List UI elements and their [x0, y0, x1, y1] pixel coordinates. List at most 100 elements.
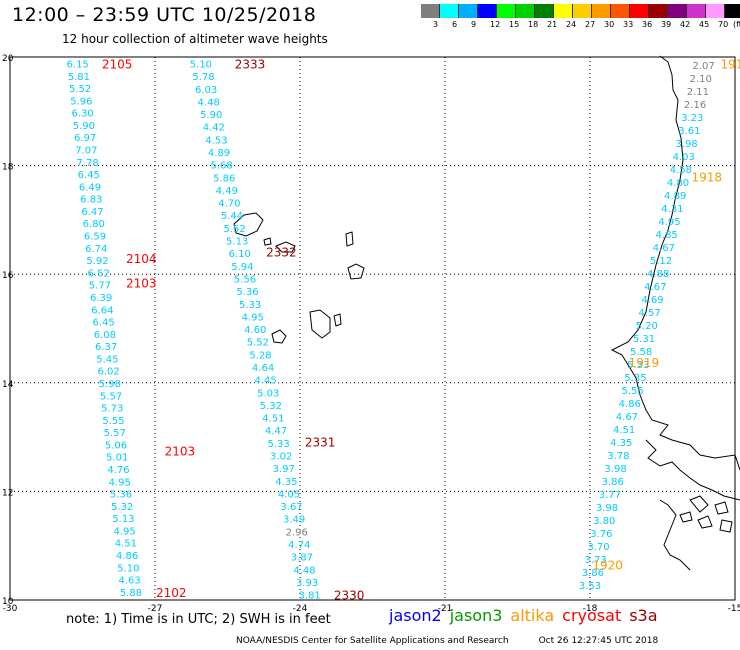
africa-coastline	[610, 55, 740, 471]
wave-height-value: 5.57	[104, 428, 126, 439]
wave-height-value: 3.73	[585, 555, 607, 566]
wave-height-value: 6.37	[95, 342, 117, 353]
wave-height-value: 4.69	[641, 295, 663, 306]
wave-height-value: 4.51	[613, 425, 635, 436]
wave-height-value: 3.86	[582, 568, 604, 579]
wave-height-value: 2.96	[286, 527, 308, 538]
latitude-tick-label: 14	[2, 380, 14, 390]
wave-height-value: 4.35	[275, 477, 297, 488]
wave-height-value: 5.45	[96, 354, 118, 365]
wave-height-value: 5.58	[630, 347, 652, 358]
wave-height-value: 5.01	[106, 453, 128, 464]
wave-height-value: 5.13	[112, 514, 134, 525]
scale-label: 6	[452, 20, 458, 29]
pass-time-label: 2333	[235, 58, 266, 72]
satellite-name: s3a	[629, 606, 658, 625]
maio-island	[333, 313, 342, 327]
wave-height-value: 3.78	[607, 451, 629, 462]
pass-time-label: 2332	[266, 245, 297, 259]
wave-height-value: 7.07	[75, 146, 97, 157]
wave-height-value: 3.67	[280, 502, 302, 513]
wave-height-value: 4.70	[218, 199, 240, 210]
scale-label: 45	[699, 20, 710, 29]
scale-label: (ft)	[733, 20, 740, 29]
wave-height-value: 5.55	[102, 416, 124, 427]
wave-height-value: 3.87	[291, 553, 313, 564]
scale-label: 24	[566, 20, 577, 29]
wave-height-value: 3.93	[296, 578, 318, 589]
credit-text: NOAA/NESDIS Center for Satellite Applica…	[236, 636, 509, 646]
wave-height-value: 4.42	[203, 123, 225, 134]
wave-height-value: 5.73	[101, 404, 123, 415]
wave-height-value: 5.20	[636, 321, 658, 332]
wave-height-value: 5.96	[70, 96, 92, 107]
wave-height-value: 3.49	[283, 515, 305, 526]
wave-height-value: 6.03	[195, 85, 217, 96]
wave-height-value: 4.51	[262, 414, 284, 425]
wave-height-value: 6.80	[83, 219, 105, 230]
wave-height-value: 4.47	[265, 426, 287, 437]
longitude-tick-label: -18	[583, 604, 598, 614]
wave-height-value: 5.68	[210, 161, 232, 172]
color-swatch-row	[421, 4, 740, 18]
wave-height-value: 5.32	[260, 401, 282, 412]
satellite-name: cryosat	[562, 606, 622, 625]
wave-height-value: 4.74	[288, 540, 310, 551]
wave-height-value: 4.67	[644, 282, 666, 293]
wave-height-value: 5.33	[627, 360, 649, 371]
boa-vista-island	[347, 263, 365, 280]
wave-height-value: 2.11	[687, 87, 709, 98]
wave-height-value: 4.45	[255, 376, 277, 387]
wave-height-value: 3.81	[299, 591, 321, 602]
wave-height-value: 5.52	[69, 84, 91, 95]
wave-height-value: 6.64	[91, 305, 113, 316]
wave-height-value: 5.81	[68, 72, 90, 83]
fogo-island	[271, 329, 287, 344]
wave-height-value: 4.57	[638, 308, 660, 319]
guinea-coast	[659, 499, 691, 571]
wave-height-value: 5.03	[257, 388, 279, 399]
satellite-name: altika	[510, 606, 555, 625]
wave-height-value: 5.92	[86, 256, 108, 267]
wave-height-value: 4.88	[647, 269, 669, 280]
longitude-tick-label: -24	[293, 604, 308, 614]
wave-height-value: 5.77	[89, 281, 111, 292]
satellite-legend: jason2 jason3 altika cryosat s3a	[389, 606, 666, 625]
wave-height-value: 3.77	[599, 490, 621, 501]
wave-height-value: 5.36	[236, 287, 258, 298]
scale-label: 30	[604, 20, 615, 29]
wave-height-value: 6.45	[78, 170, 100, 181]
wave-height-value: 6.15	[67, 60, 89, 71]
scale-label: 9	[471, 20, 477, 29]
wave-height-value: 6.10	[229, 249, 251, 260]
wave-height-value: 4.03	[673, 152, 695, 163]
wave-height-value: 4.35	[610, 438, 632, 449]
wave-height-value: 4.95	[114, 526, 136, 537]
scale-swatch	[592, 4, 611, 18]
wave-height-value: 5.52	[247, 338, 269, 349]
wave-height-value: 4.85	[656, 230, 678, 241]
latitude-tick-label: 10	[2, 597, 14, 607]
pass-time-label: 1917	[721, 58, 740, 72]
scale-label: 42	[680, 20, 691, 29]
wave-height-value: 6.52	[88, 268, 110, 279]
wave-height-value: 4.05	[278, 489, 300, 500]
scale-label: 12	[490, 20, 501, 29]
wave-height-value: 4.86	[619, 399, 641, 410]
wave-height-value: 3.61	[678, 126, 700, 137]
scale-swatch	[611, 4, 630, 18]
pass-time-label: 2103	[126, 276, 157, 290]
wave-height-value: 6.39	[90, 293, 112, 304]
altimeter-track: 6.155.815.525.966.305.906.977.077.786.45…	[67, 58, 196, 600]
wave-height-value: 2.10	[690, 74, 712, 85]
wave-height-value: 6.49	[79, 182, 101, 193]
pass-time-label: 2104	[126, 252, 157, 266]
wave-height-value: 4.49	[216, 186, 238, 197]
wave-height-value: 6.08	[94, 330, 116, 341]
pass-time-label: 1920	[592, 559, 623, 573]
sao-vicente-island	[263, 237, 272, 246]
wave-height-value: 3.98	[596, 503, 618, 514]
